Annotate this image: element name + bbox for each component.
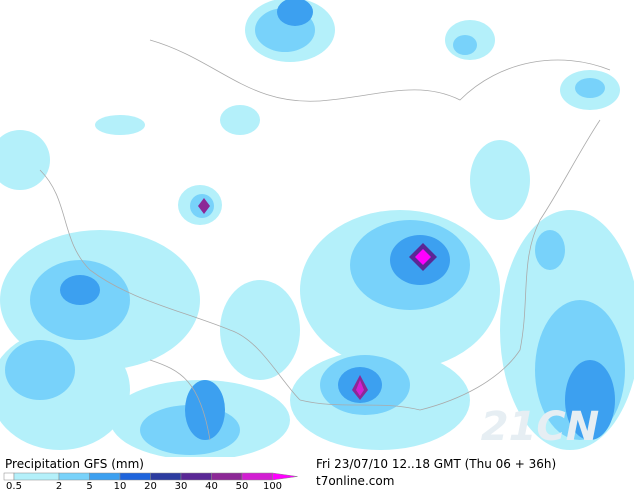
legend-swatch (119, 472, 151, 481)
legend-swatch (3, 472, 15, 481)
legend-swatch (58, 472, 90, 481)
precip-intense (198, 198, 437, 400)
legend-arrow (272, 472, 298, 481)
legend-label: 2 (56, 481, 62, 490)
map: 21CN (0, 0, 634, 460)
run-info: Fri 23/07/10 12..18 GMT (Thu 06 + 36h) (316, 457, 556, 471)
legend-swatch (180, 472, 212, 481)
legend: 0.5 2 5 10 20 30 40 50 100 (3, 472, 298, 490)
legend-label: 5 (86, 481, 92, 490)
legend-swatch (241, 472, 273, 481)
legend-label: 40 (205, 481, 218, 490)
legend-label: 30 (175, 481, 188, 490)
borders (39, 39, 611, 441)
watermark: 21CN (481, 404, 600, 450)
legend-label: 100 (263, 481, 282, 490)
legend-title: Precipitation GFS (mm) (5, 457, 144, 471)
legend-label: 20 (144, 481, 157, 490)
legend-swatch (13, 472, 60, 481)
legend-swatch (89, 472, 121, 481)
legend-swatch (211, 472, 243, 481)
legend-label: 50 (236, 481, 249, 490)
source: t7online.com (316, 474, 394, 488)
legend-swatch (150, 472, 182, 481)
legend-label: 0.5 (6, 481, 22, 490)
legend-label: 10 (114, 481, 127, 490)
